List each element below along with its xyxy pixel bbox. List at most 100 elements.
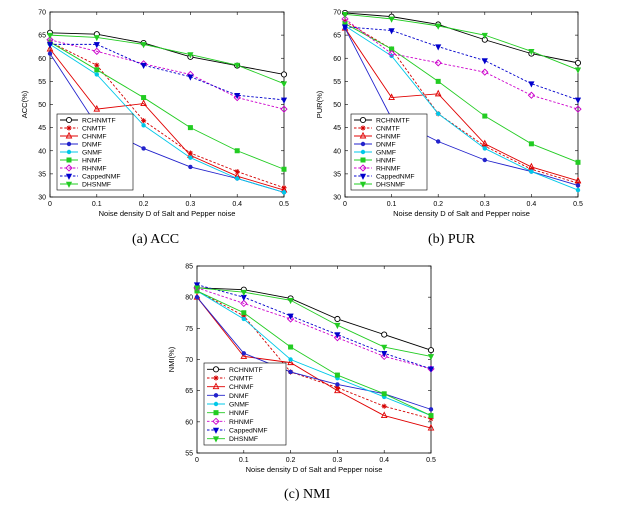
- point-cnmtf-4: [381, 403, 387, 409]
- y-tick-label: 35: [333, 171, 341, 178]
- point-cappednmf-4: [528, 81, 535, 88]
- point-gnmf-4: [235, 176, 240, 181]
- point-cnmtf-5: [428, 416, 434, 422]
- point-cappednmf-1: [388, 28, 395, 35]
- point-dnmf-2: [436, 139, 441, 144]
- series-line-rhnmf: [196, 287, 432, 370]
- legend-marker-chnmf: [212, 382, 220, 390]
- y-tick-label: 40: [38, 148, 46, 155]
- point-dnmf-2: [141, 146, 146, 151]
- point-gnmf-4: [529, 169, 534, 174]
- point-rhnmf-4: [527, 91, 536, 99]
- legend-label-chnmf: CHNMF: [229, 384, 254, 391]
- point-dnmf-0: [194, 294, 200, 300]
- point-chnmf-3: [481, 139, 489, 147]
- legend-marker-gnmf: [360, 149, 366, 155]
- point-gnmf-5: [575, 187, 581, 193]
- x-tick-label: 0.1: [387, 201, 397, 208]
- point-dnmf-3: [482, 157, 487, 163]
- point-dnmf-3: [188, 164, 193, 170]
- point-dhsnmf-3: [187, 52, 194, 59]
- series-line-hnmf: [196, 290, 432, 417]
- x-axis-label: Noise density D of Salt and Pepper noise: [393, 209, 530, 218]
- legend-marker-dnmf: [66, 141, 72, 147]
- point-cappednmf-0: [341, 24, 349, 31]
- y-tick-label: 60: [185, 419, 193, 426]
- legend-label-cappednmf: CappedNMF: [376, 174, 415, 181]
- point-rchnmtf-3: [334, 315, 341, 323]
- point-rchnmtf-4: [381, 331, 388, 338]
- point-hnmf-4: [234, 148, 240, 154]
- point-dnmf-3: [335, 382, 340, 387]
- point-rhnmf-2: [434, 59, 442, 67]
- y-tick-label: 80: [185, 295, 193, 302]
- series-line-rhnmf: [344, 18, 579, 110]
- legend: RCHNMTFCNMTFCHNMFDNMFGNMFHNMFRHNMFCapped…: [350, 113, 428, 191]
- y-tick-label: 65: [38, 33, 46, 40]
- point-gnmf-1: [94, 72, 100, 77]
- point-dnmf-0: [47, 51, 53, 56]
- x-tick-label: 0.3: [480, 201, 490, 208]
- point-hnmf-1: [94, 67, 100, 73]
- point-dhsnmf-0: [46, 32, 54, 39]
- legend-marker-rhnmf: [65, 164, 73, 172]
- legend-label-gnmf: GNMF: [82, 150, 102, 157]
- legend-label-rchnmtf: RCHNMTF: [229, 367, 263, 374]
- point-hnmf-1: [241, 310, 247, 316]
- point-cnmtf-1: [94, 62, 100, 68]
- chart-acc: 0 0.1 0.2 0.3 0.4 0.5 30 35 40 45 50 55 60 65 70 Noise …: [20, 10, 289, 219]
- legend-label-chnmf: CHNMF: [376, 134, 401, 141]
- legend-label-cappednmf: CappedNMF: [82, 174, 121, 181]
- point-chnmf-3: [334, 386, 341, 394]
- point-dhsnmf-3: [334, 322, 341, 330]
- legend-label-dnmf: DNMF: [82, 142, 102, 149]
- legend-label-rhnmf: RHNMF: [229, 419, 254, 426]
- x-tick-label: 0.5: [573, 201, 583, 208]
- point-dhsnmf-1: [388, 16, 395, 23]
- legend-marker-gnmf: [213, 401, 219, 407]
- series-line-hnmf: [344, 23, 579, 163]
- point-rchnmtf-5: [427, 347, 435, 354]
- point-gnmf-1: [241, 316, 247, 322]
- point-hnmf-2: [141, 95, 147, 101]
- legend-label-rhnmf: RHNMF: [376, 166, 401, 173]
- point-rhnmf-5: [574, 105, 582, 113]
- series-line-dhsnmf: [344, 13, 579, 71]
- y-tick-label: 75: [185, 326, 193, 333]
- point-hnmf-3: [482, 113, 488, 119]
- x-tick-label: 0.3: [333, 457, 343, 464]
- caption-nmi: (c) NMI: [284, 487, 331, 502]
- series-line-cnmtf: [196, 290, 432, 420]
- point-cappednmf-5: [427, 366, 435, 373]
- point-cappednmf-3: [481, 58, 488, 65]
- series-line-chnmf: [49, 48, 285, 191]
- series-line-cappednmf: [50, 43, 285, 101]
- series-line-dhsnmf: [196, 287, 432, 357]
- point-gnmf-1: [389, 53, 394, 59]
- legend-label-hnmf: HNMF: [82, 158, 102, 165]
- y-axis-label: PUR(%): [315, 90, 324, 118]
- point-rhnmf-1: [93, 47, 101, 55]
- point-cappednmf-5: [280, 97, 288, 104]
- x-axis-label: Noise density D of Salt and Pepper noise: [99, 209, 236, 218]
- y-tick-label: 65: [185, 388, 193, 395]
- series-line-gnmf: [49, 43, 285, 193]
- series-line-rchnmtf: [49, 32, 285, 75]
- point-dhsnmf-3: [481, 32, 488, 39]
- x-tick-label: 0.4: [232, 201, 242, 208]
- point-gnmf-2: [288, 357, 293, 362]
- point-dhsnmf-5: [427, 354, 435, 361]
- point-cappednmf-4: [234, 92, 241, 100]
- point-rhnmf-0: [341, 15, 349, 23]
- point-dnmf-1: [241, 351, 247, 356]
- point-cappednmf-3: [187, 74, 194, 81]
- y-tick-label: 85: [185, 264, 193, 271]
- y-tick-label: 40: [333, 148, 341, 155]
- x-tick-label: 0.5: [279, 201, 289, 208]
- y-tick-label: 70: [185, 357, 193, 364]
- point-rhnmf-3: [333, 334, 342, 342]
- legend-marker-cnmtf: [66, 125, 72, 131]
- x-tick-label: 0: [48, 201, 52, 208]
- x-tick-label: 0.2: [286, 457, 296, 464]
